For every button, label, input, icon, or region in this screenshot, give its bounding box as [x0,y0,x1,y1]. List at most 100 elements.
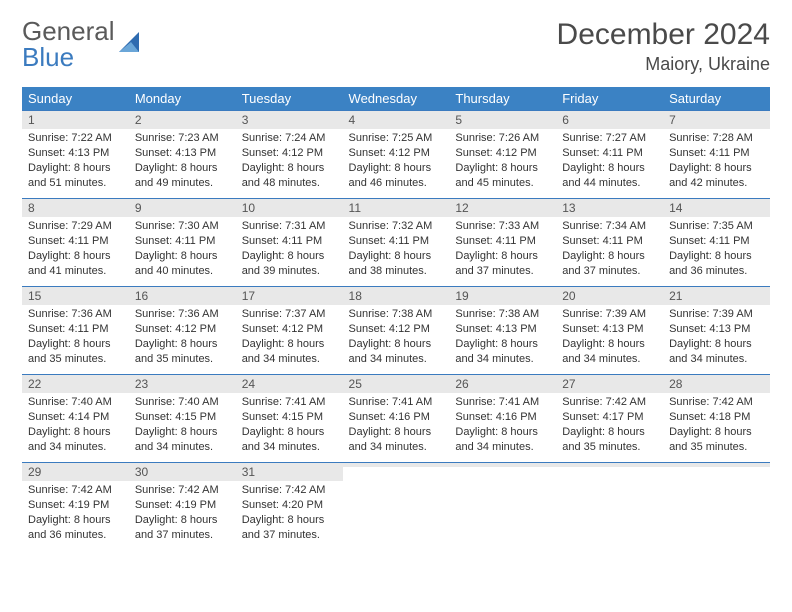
location-label: Maiory, Ukraine [557,54,770,75]
sail-icon [117,28,145,61]
calendar-body: 1Sunrise: 7:22 AMSunset: 4:13 PMDaylight… [22,111,770,551]
day-details [343,467,450,527]
sunrise-label: Sunrise: 7:28 AM [669,131,764,146]
day-details: Sunrise: 7:36 AMSunset: 4:11 PMDaylight:… [22,305,129,370]
daylight-label: Daylight: 8 hours and 37 minutes. [135,513,230,543]
day-number: 12 [449,199,556,217]
day-details: Sunrise: 7:31 AMSunset: 4:11 PMDaylight:… [236,217,343,282]
day-number: 24 [236,375,343,393]
sunset-label: Sunset: 4:13 PM [562,322,657,337]
day-number: 27 [556,375,663,393]
daylight-label: Daylight: 8 hours and 41 minutes. [28,249,123,279]
sunset-label: Sunset: 4:17 PM [562,410,657,425]
calendar-cell: 8Sunrise: 7:29 AMSunset: 4:11 PMDaylight… [22,199,129,287]
daylight-label: Daylight: 8 hours and 38 minutes. [349,249,444,279]
day-details: Sunrise: 7:38 AMSunset: 4:12 PMDaylight:… [343,305,450,370]
sunset-label: Sunset: 4:13 PM [28,146,123,161]
sunset-label: Sunset: 4:18 PM [669,410,764,425]
day-details: Sunrise: 7:25 AMSunset: 4:12 PMDaylight:… [343,129,450,194]
day-details: Sunrise: 7:37 AMSunset: 4:12 PMDaylight:… [236,305,343,370]
calendar-head: Sunday Monday Tuesday Wednesday Thursday… [22,87,770,111]
day-details: Sunrise: 7:42 AMSunset: 4:17 PMDaylight:… [556,393,663,458]
sunrise-label: Sunrise: 7:31 AM [242,219,337,234]
day-number: 15 [22,287,129,305]
calendar-week-row: 8Sunrise: 7:29 AMSunset: 4:11 PMDaylight… [22,199,770,287]
sunrise-label: Sunrise: 7:30 AM [135,219,230,234]
day-number: 25 [343,375,450,393]
daylight-label: Daylight: 8 hours and 34 minutes. [455,337,550,367]
day-details: Sunrise: 7:41 AMSunset: 4:16 PMDaylight:… [343,393,450,458]
daylight-label: Daylight: 8 hours and 39 minutes. [242,249,337,279]
sunset-label: Sunset: 4:12 PM [349,146,444,161]
sunrise-label: Sunrise: 7:29 AM [28,219,123,234]
day-number: 28 [663,375,770,393]
calendar-cell [343,463,450,551]
sunset-label: Sunset: 4:12 PM [242,322,337,337]
day-number: 7 [663,111,770,129]
sunrise-label: Sunrise: 7:42 AM [562,395,657,410]
sunrise-label: Sunrise: 7:40 AM [135,395,230,410]
daylight-label: Daylight: 8 hours and 45 minutes. [455,161,550,191]
calendar-table: Sunday Monday Tuesday Wednesday Thursday… [22,87,770,551]
calendar-cell: 30Sunrise: 7:42 AMSunset: 4:19 PMDayligh… [129,463,236,551]
sunset-label: Sunset: 4:20 PM [242,498,337,513]
day-number: 9 [129,199,236,217]
sunset-label: Sunset: 4:12 PM [242,146,337,161]
sunrise-label: Sunrise: 7:38 AM [349,307,444,322]
day-details: Sunrise: 7:28 AMSunset: 4:11 PMDaylight:… [663,129,770,194]
daylight-label: Daylight: 8 hours and 34 minutes. [135,425,230,455]
dayheader-mon: Monday [129,87,236,111]
daylight-label: Daylight: 8 hours and 37 minutes. [242,513,337,543]
calendar-cell [449,463,556,551]
daylight-label: Daylight: 8 hours and 34 minutes. [242,425,337,455]
calendar-cell: 19Sunrise: 7:38 AMSunset: 4:13 PMDayligh… [449,287,556,375]
daylight-label: Daylight: 8 hours and 34 minutes. [349,337,444,367]
sunset-label: Sunset: 4:11 PM [669,146,764,161]
day-details: Sunrise: 7:42 AMSunset: 4:20 PMDaylight:… [236,481,343,546]
day-number: 13 [556,199,663,217]
calendar-cell: 26Sunrise: 7:41 AMSunset: 4:16 PMDayligh… [449,375,556,463]
sunrise-label: Sunrise: 7:32 AM [349,219,444,234]
sunrise-label: Sunrise: 7:37 AM [242,307,337,322]
day-number: 5 [449,111,556,129]
day-details: Sunrise: 7:34 AMSunset: 4:11 PMDaylight:… [556,217,663,282]
sunrise-label: Sunrise: 7:40 AM [28,395,123,410]
daylight-label: Daylight: 8 hours and 35 minutes. [562,425,657,455]
day-details: Sunrise: 7:39 AMSunset: 4:13 PMDaylight:… [663,305,770,370]
sunrise-label: Sunrise: 7:24 AM [242,131,337,146]
sunrise-label: Sunrise: 7:34 AM [562,219,657,234]
sunset-label: Sunset: 4:13 PM [455,322,550,337]
day-number: 26 [449,375,556,393]
sunset-label: Sunset: 4:13 PM [669,322,764,337]
day-details: Sunrise: 7:41 AMSunset: 4:16 PMDaylight:… [449,393,556,458]
month-title: December 2024 [557,18,770,52]
day-details: Sunrise: 7:36 AMSunset: 4:12 PMDaylight:… [129,305,236,370]
day-details: Sunrise: 7:35 AMSunset: 4:11 PMDaylight:… [663,217,770,282]
calendar-week-row: 15Sunrise: 7:36 AMSunset: 4:11 PMDayligh… [22,287,770,375]
calendar-cell: 14Sunrise: 7:35 AMSunset: 4:11 PMDayligh… [663,199,770,287]
daylight-label: Daylight: 8 hours and 44 minutes. [562,161,657,191]
dayheader-wed: Wednesday [343,87,450,111]
calendar-cell: 28Sunrise: 7:42 AMSunset: 4:18 PMDayligh… [663,375,770,463]
day-number: 11 [343,199,450,217]
day-number: 23 [129,375,236,393]
sunset-label: Sunset: 4:13 PM [135,146,230,161]
daylight-label: Daylight: 8 hours and 51 minutes. [28,161,123,191]
sunrise-label: Sunrise: 7:41 AM [349,395,444,410]
day-number: 14 [663,199,770,217]
sunrise-label: Sunrise: 7:39 AM [562,307,657,322]
calendar-cell [663,463,770,551]
daylight-label: Daylight: 8 hours and 40 minutes. [135,249,230,279]
day-details: Sunrise: 7:38 AMSunset: 4:13 PMDaylight:… [449,305,556,370]
day-details: Sunrise: 7:29 AMSunset: 4:11 PMDaylight:… [22,217,129,282]
calendar-cell: 21Sunrise: 7:39 AMSunset: 4:13 PMDayligh… [663,287,770,375]
sunrise-label: Sunrise: 7:42 AM [28,483,123,498]
calendar-cell: 10Sunrise: 7:31 AMSunset: 4:11 PMDayligh… [236,199,343,287]
calendar-cell: 7Sunrise: 7:28 AMSunset: 4:11 PMDaylight… [663,111,770,199]
calendar-cell: 11Sunrise: 7:32 AMSunset: 4:11 PMDayligh… [343,199,450,287]
brand-logo: General Blue [22,18,145,70]
dayheader-sun: Sunday [22,87,129,111]
daylight-label: Daylight: 8 hours and 37 minutes. [562,249,657,279]
day-details: Sunrise: 7:40 AMSunset: 4:15 PMDaylight:… [129,393,236,458]
day-number: 16 [129,287,236,305]
